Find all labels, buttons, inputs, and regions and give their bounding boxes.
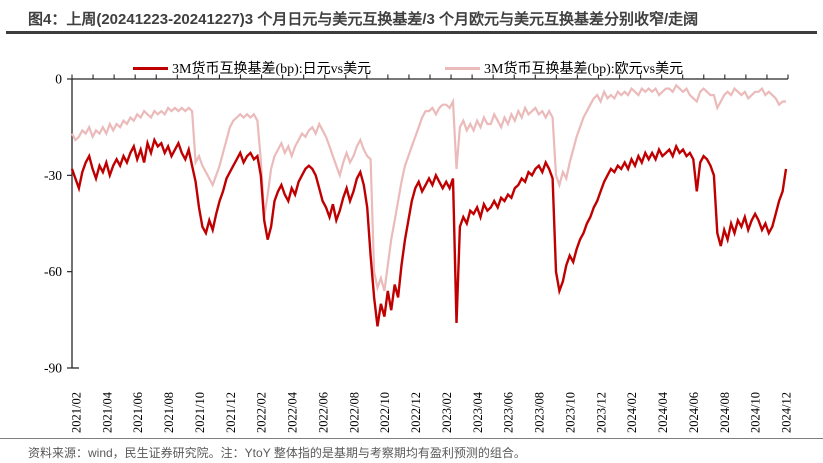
x-axis-label: 2023/04: [471, 391, 485, 433]
x-axis-label: 2021/06: [131, 392, 145, 433]
source-note: 资料来源：wind，民生证券研究院。注：YtoY 整体指的是基期与考察期均有盈利…: [28, 446, 526, 460]
x-axis-label: 2022/12: [409, 392, 423, 433]
y-axis-label: 0: [55, 72, 62, 87]
legend-label-jpy: 3M货币互换基差(bp):日元vs美元: [172, 62, 372, 77]
eur-usd-series-line: [71, 83, 786, 292]
x-axis-label: 2024/10: [749, 392, 763, 433]
y-axis-label: -90: [44, 361, 62, 376]
y-axis-label: -30: [44, 168, 62, 183]
x-axis-label: 2021/04: [100, 391, 114, 433]
x-axis-label: 2021/08: [162, 392, 176, 433]
x-axis-label: 2022/04: [286, 391, 300, 433]
x-axis-label: 2021/02: [70, 392, 84, 433]
legend-item-eur-usd: 3M货币互换基差(bp):欧元vs美元: [445, 60, 684, 77]
x-axis-label: 2022/08: [347, 392, 361, 433]
x-axis-label: 2022/06: [317, 392, 331, 433]
x-axis-label: 2024/06: [687, 392, 701, 433]
x-axis-label: 2023/12: [594, 392, 608, 433]
x-axis-label: 2024/04: [656, 391, 670, 433]
x-axis-label: 2024/12: [780, 392, 794, 433]
x-axis-label: 2023/02: [440, 392, 454, 433]
legend-label-eur: 3M货币互换基差(bp):欧元vs美元: [484, 62, 684, 77]
y-axis-label: -60: [44, 264, 62, 279]
x-axis-label: 2024/02: [625, 392, 639, 433]
jpy-usd-series-line: [70, 136, 788, 327]
x-axis-label: 2023/10: [563, 392, 577, 433]
figure-title: 图4：上周(20241223-20241227)3 个月日元与美元互换基差/3 …: [28, 11, 699, 28]
title-divider: [6, 31, 817, 34]
x-axis-label: 2021/12: [224, 392, 238, 433]
x-axis-label: 2021/10: [193, 392, 207, 433]
x-axis-label: 2023/08: [533, 392, 547, 433]
x-axis-label: 2023/06: [502, 392, 516, 433]
x-axis-label: 2022/02: [255, 392, 269, 433]
x-axis-label: 2024/08: [718, 392, 732, 433]
jpy-series-swatch: [133, 66, 168, 70]
x-axis-label: 2022/10: [378, 392, 392, 433]
legend-item-jpy-usd: 3M货币互换基差(bp):日元vs美元: [133, 60, 372, 77]
footer-divider: [0, 438, 823, 440]
eur-series-swatch: [445, 66, 480, 70]
